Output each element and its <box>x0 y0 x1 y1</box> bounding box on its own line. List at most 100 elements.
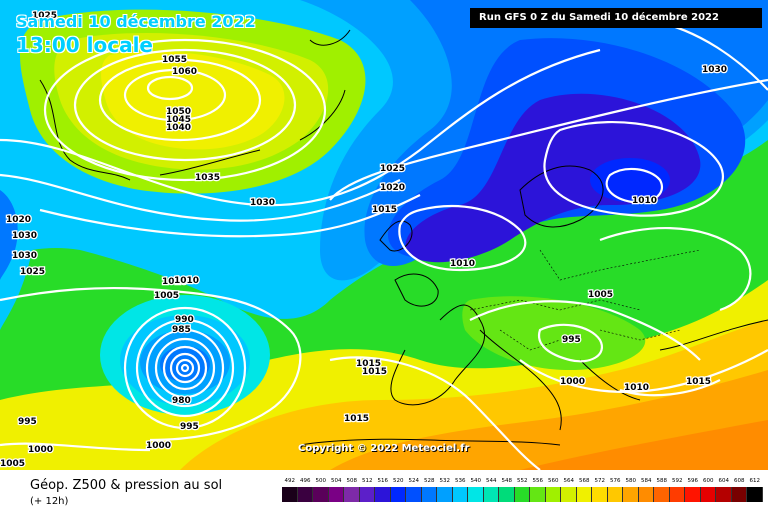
scale-cell: 556 <box>530 478 546 504</box>
scale-swatch <box>592 487 608 502</box>
isobar-low-ring-2 <box>135 318 235 418</box>
scale-cell: 568 <box>576 478 592 504</box>
scale-cell: 512 <box>359 478 375 504</box>
isobar-label: 980 <box>172 396 191 406</box>
isobar-label: 1020 <box>6 215 31 225</box>
scale-value: 600 <box>703 478 714 484</box>
scale-cell: 532 <box>437 478 453 504</box>
scale-swatch <box>545 487 561 502</box>
scale-value: 516 <box>377 478 389 484</box>
iberia-france-coast <box>390 304 486 406</box>
scale-cell: 572 <box>592 478 608 504</box>
scale-swatch <box>375 487 391 502</box>
isobar-label: 1035 <box>195 173 220 183</box>
isobar-1010-scand-core <box>605 167 663 204</box>
scale-cell: 524 <box>406 478 422 504</box>
scale-cell: 552 <box>514 478 530 504</box>
scale-swatch <box>716 487 732 502</box>
scale-value: 524 <box>408 478 420 484</box>
scale-value: 520 <box>393 478 404 484</box>
isobar-1055-greenland <box>146 75 194 101</box>
north-africa-coast <box>299 438 561 446</box>
borders-europe <box>469 249 701 351</box>
scale-cell: 548 <box>499 478 515 504</box>
scale-value: 500 <box>315 478 327 484</box>
scale-value: 512 <box>362 478 373 484</box>
z500-color-scale: 492 496 500 504 508 512 516 520 524 528 532 536 540 5… <box>282 478 763 504</box>
scale-value: 564 <box>563 478 575 484</box>
isobar-1030-north <box>0 48 601 207</box>
isobar-label: 1030 <box>702 65 727 75</box>
scale-value: 544 <box>486 478 497 484</box>
isobar-label: 1015 <box>686 377 711 387</box>
isobar-label: 1020 <box>380 183 405 193</box>
copyright-text: Copyright © 2022 Meteociel.fr <box>298 443 470 454</box>
scale-swatch <box>313 487 329 502</box>
lead-time: (+ 12h) <box>30 496 69 507</box>
isobar-label: 1015 <box>344 414 369 424</box>
z500-zone-greenland-core <box>101 51 285 150</box>
scale-swatch <box>421 487 437 502</box>
isobar-1015-south <box>329 356 541 470</box>
scale-swatch <box>623 487 639 502</box>
scale-value: 608 <box>734 478 745 484</box>
scale-cell: 612 <box>747 478 763 504</box>
scale-cell: 600 <box>700 478 716 504</box>
scale-swatch <box>654 487 670 502</box>
isobar-1020-north <box>39 194 421 238</box>
isobar-1000-atlantic <box>0 442 151 452</box>
z500-zone-west-core <box>0 190 18 280</box>
scale-swatch <box>499 487 515 502</box>
scale-cell: 584 <box>638 478 654 504</box>
isobar-1045-greenland <box>98 58 262 142</box>
scale-value: 588 <box>656 478 668 484</box>
scale-value: 572 <box>594 478 606 484</box>
isobar-1005-atlantic <box>0 286 302 442</box>
scale-swatch <box>297 487 313 502</box>
z500-pressure-map: 1025 1055 1060 1050 1045 1040 1035 1030 … <box>0 0 768 470</box>
scale-value: 596 <box>687 478 699 484</box>
isobar-label: 995 <box>18 417 37 427</box>
scale-value: 604 <box>718 478 730 484</box>
isobar-1040-greenland <box>73 48 297 162</box>
scale-cell: 508 <box>344 478 360 504</box>
z500-zone-europe <box>462 296 646 370</box>
isobar-label: 1015 <box>356 359 381 369</box>
british-isles-coast <box>379 220 439 307</box>
isobar-1050-greenland <box>123 68 227 122</box>
isobar-1000-europe <box>519 349 768 393</box>
isobar-label: 990 <box>175 315 194 325</box>
scale-value: 504 <box>331 478 342 484</box>
isobar-1015-east <box>619 379 721 397</box>
scale-swatch <box>483 487 499 502</box>
z500-zone-south-red <box>520 420 768 470</box>
isobar-label: 1010 <box>162 277 187 287</box>
scale-swatch <box>638 487 654 502</box>
isobar-1025-north <box>0 173 401 222</box>
scale-cell: 496 <box>297 478 313 504</box>
isobar-label: 1030 <box>12 251 37 261</box>
scale-value: 612 <box>749 478 761 484</box>
scale-value: 496 <box>300 478 311 484</box>
isobar-label: 1005 <box>0 459 25 469</box>
isobar-label: 1025 <box>380 164 405 174</box>
isobar-label: 1050 <box>166 107 191 117</box>
chart-time: 13:00 locale <box>16 33 153 57</box>
isobar-label: 1045 <box>166 115 191 125</box>
coastlines <box>39 29 768 446</box>
mediterranean-coast <box>479 319 768 431</box>
scale-value: 560 <box>548 478 559 484</box>
scale-swatch <box>747 487 763 502</box>
run-info-banner: Run GFS 0 Z du Samedi 10 décembre 2022 <box>470 8 762 28</box>
scale-value: 568 <box>579 478 590 484</box>
isobars <box>0 18 768 470</box>
isobar-label: 1015 <box>372 205 397 215</box>
scale-cell: 544 <box>483 478 499 504</box>
isobar-low-ring-8 <box>180 363 190 373</box>
isobar-1010-east <box>599 226 752 312</box>
scale-swatch <box>514 487 530 502</box>
isobar-label: 1030 <box>250 198 275 208</box>
scale-swatch <box>530 487 546 502</box>
scale-swatch <box>344 487 360 502</box>
